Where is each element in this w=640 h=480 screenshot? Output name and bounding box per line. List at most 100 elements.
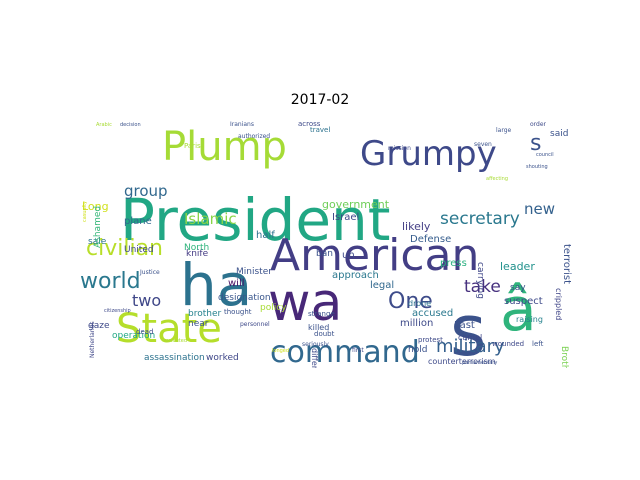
cloud-word: parliamentary: [462, 360, 497, 366]
cloud-word: casualty: [82, 201, 88, 222]
cloud-word: different: [310, 348, 319, 368]
cloud-word: Paris: [184, 142, 201, 150]
cloud-word: two: [132, 291, 161, 310]
cloud-word: knife: [186, 249, 209, 259]
cloud-word: command: [270, 335, 420, 368]
cloud-word: un: [342, 250, 355, 261]
cloud-word: mission: [388, 145, 411, 152]
cloud-word: world: [80, 269, 141, 294]
cloud-word: civilian: [86, 236, 163, 261]
cloud-word: State: [116, 306, 222, 352]
cloud-word: hold: [408, 345, 427, 355]
cloud-word: One: [388, 289, 433, 314]
cloud-word: operation: [112, 331, 155, 341]
cloud-word: approach: [332, 270, 379, 281]
cloud-word: ha: [180, 251, 252, 319]
cloud-word: North: [184, 243, 209, 253]
cloud-word: â: [500, 275, 537, 345]
cloud-word: Justice: [139, 269, 160, 276]
cloud-word: press: [440, 258, 467, 269]
cloud-word: protest: [418, 336, 443, 344]
cloud-word: wa: [268, 273, 342, 333]
cloud-word: Islamic: [184, 210, 237, 228]
cloud-word: designation: [218, 293, 271, 303]
cloud-word: s: [530, 131, 541, 156]
cloud-word: leader: [500, 260, 535, 273]
cloud-word: Arabic: [96, 122, 112, 128]
cloud-word: Ashamed: [93, 206, 103, 248]
cloud-word: first: [352, 347, 364, 354]
cloud-word: terrorist: [561, 244, 572, 284]
cloud-word: counterterrorism: [428, 357, 496, 366]
cloud-word: strange: [308, 310, 335, 318]
cloud-word: across: [298, 120, 321, 128]
cloud-word: Plump: [162, 124, 287, 170]
cloud-word: Long: [82, 200, 109, 213]
cloud-word: take: [464, 277, 501, 297]
cloud-word: council: [536, 152, 554, 158]
cloud-word: likely: [402, 220, 431, 233]
cloud-word: United: [124, 245, 154, 255]
cloud-word: seriously: [302, 341, 329, 348]
cloud-word: half: [256, 230, 275, 241]
cloud-word: brother: [188, 309, 221, 319]
cloud-word: Israel: [332, 212, 359, 223]
cloud-word: camel: [458, 333, 482, 342]
cloud-word: said: [550, 129, 568, 139]
cloud-word: affecting: [486, 176, 508, 182]
cloud-word: dead: [136, 328, 153, 336]
cloud-word: authorized: [238, 133, 270, 140]
cloud-word: drone: [408, 299, 431, 308]
cloud-word: new: [524, 200, 555, 218]
cloud-word: President: [120, 186, 391, 254]
cloud-word: ban: [316, 249, 333, 259]
cloud-word: suspect: [504, 296, 543, 307]
cloud-word: longed: [272, 348, 289, 354]
cloud-word: Netherlands: [89, 321, 96, 358]
chart-title: 2017-02: [290, 92, 350, 108]
cloud-word: Defense: [410, 234, 451, 245]
cloud-word: executed: [164, 338, 187, 344]
cloud-word: plane: [124, 216, 152, 227]
cloud-word: Brotherhood: [559, 346, 569, 368]
cloud-word: group: [124, 182, 168, 200]
cloud-word: crippled: [554, 288, 563, 320]
cloud-word: say: [510, 283, 526, 293]
cloud-word: legal: [370, 280, 394, 291]
cloud-word: secretary: [440, 209, 520, 229]
word-cloud: President American Plump Grumpy ha wa State com…: [80, 120, 576, 402]
cloud-word: near: [188, 319, 209, 329]
cloud-word: American: [270, 230, 479, 281]
cloud-word: policy: [260, 303, 287, 313]
cloud-word: Iranians: [230, 121, 254, 128]
cloud-word: carrying: [475, 262, 485, 299]
cloud-word: accused: [412, 308, 453, 319]
cloud-word: left: [532, 340, 544, 348]
cloud-word: wounded: [492, 340, 524, 348]
cloud-word: Last: [454, 320, 475, 331]
cloud-word: decision: [120, 122, 141, 128]
cloud-word: doubt: [314, 330, 335, 338]
cloud-word: seven: [474, 141, 492, 148]
cloud-word: large: [496, 127, 512, 134]
cloud-word: gaze: [88, 321, 110, 331]
cloud-word: million: [400, 318, 433, 329]
cloud-word: raising: [516, 315, 543, 324]
cloud-word: killed: [308, 323, 329, 332]
cloud-word: personnel: [240, 321, 270, 328]
cloud-word: shouting: [526, 164, 548, 170]
cloud-word: Minister: [236, 267, 272, 277]
cloud-word: s: [450, 290, 486, 368]
cloud-word: citizenship: [104, 308, 131, 314]
cloud-word: will: [228, 278, 245, 289]
cloud-word: military: [436, 336, 505, 357]
cloud-word: sale: [88, 237, 107, 247]
cloud-word: thought: [224, 308, 252, 316]
cloud-word: Grumpy: [360, 134, 497, 174]
cloud-word: government: [322, 198, 390, 211]
cloud-word: travel: [310, 126, 330, 134]
cloud-word: order: [530, 121, 547, 128]
cloud-word: worked: [206, 353, 239, 363]
